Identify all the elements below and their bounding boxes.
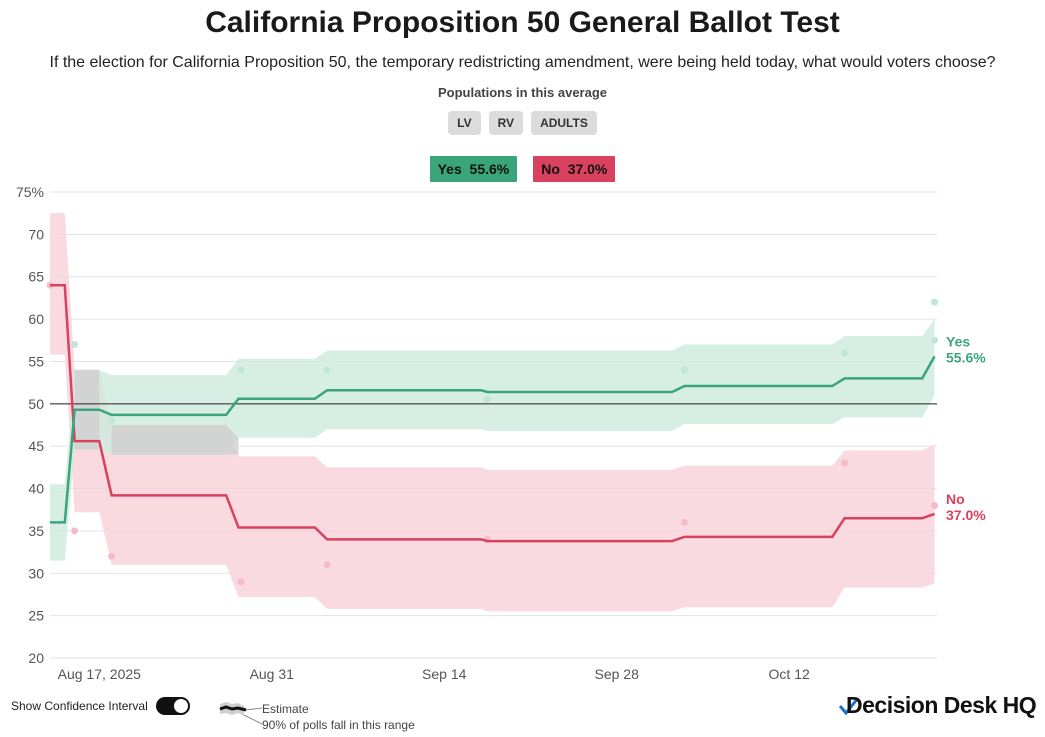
y-tick-label: 55 <box>28 353 44 369</box>
range-key-label: 90% of polls fall in this range <box>262 718 415 732</box>
estimate-key-label: Estimate <box>262 702 309 716</box>
yes-poll-point <box>841 349 848 356</box>
no-poll-point <box>841 460 848 467</box>
yes-poll-point <box>324 366 331 373</box>
yes-poll-point <box>931 299 938 306</box>
y-tick-label: 40 <box>28 481 44 497</box>
y-tick-label: 35 <box>28 523 44 539</box>
decision-desk-hq-logo: Decision Desk HQ <box>838 692 1036 719</box>
yes-poll-point <box>108 417 115 424</box>
confidence-interval-control: Show Confidence Interval <box>11 697 190 715</box>
yes-poll-point <box>931 337 938 344</box>
no-poll-point <box>324 561 331 568</box>
chart-subtitle: If the election for California Propositi… <box>0 54 1045 72</box>
confidence-interval-label: Show Confidence Interval <box>11 699 148 713</box>
population-filter: LV RV ADULTS <box>0 111 1045 135</box>
y-tick-label: 20 <box>28 650 44 666</box>
logo-text: Decision Desk HQ <box>846 692 1036 719</box>
no-poll-point <box>237 578 244 585</box>
x-tick-label: Aug 17, 2025 <box>58 666 142 682</box>
chart-title: California Proposition 50 General Ballot… <box>0 6 1045 40</box>
legend-no-name: No <box>541 161 560 177</box>
no-poll-point <box>71 527 78 534</box>
y-tick-label: 30 <box>28 565 44 581</box>
no-end-label-name: No <box>946 491 965 507</box>
no-end-label-value: 37.0% <box>946 507 986 523</box>
band-overlap-region <box>112 425 239 455</box>
estimate-key-icon <box>216 698 262 734</box>
chart-key: Estimate 90% of polls fall in this range <box>216 698 456 734</box>
y-tick-label: 75% <box>16 184 44 200</box>
confidence-interval-toggle[interactable] <box>156 697 190 715</box>
x-tick-label: Sep 28 <box>595 666 640 682</box>
toggle-knob <box>174 699 188 713</box>
yes-poll-point <box>237 366 244 373</box>
yes-end-label-name: Yes <box>946 333 970 349</box>
populations-label: Populations in this average <box>0 85 1045 100</box>
population-adults-button[interactable]: ADULTS <box>531 111 597 135</box>
yes-poll-point <box>484 396 491 403</box>
legend-no-value: 37.0% <box>568 161 608 177</box>
yes-poll-point <box>71 341 78 348</box>
population-lv-button[interactable]: LV <box>448 111 480 135</box>
x-tick-label: Sep 14 <box>422 666 467 682</box>
no-poll-point <box>108 553 115 560</box>
y-tick-label: 65 <box>28 269 44 285</box>
polling-average-chart: 20 25 30 35 40 45 50 55 60 65 70 75% Aug 17, 2025 Aug… <box>0 178 1045 690</box>
y-tick-label: 70 <box>28 226 44 242</box>
yes-poll-point <box>681 366 688 373</box>
y-tick-label: 60 <box>28 311 44 327</box>
population-rv-button[interactable]: RV <box>489 111 523 135</box>
yes-end-label-value: 55.6% <box>946 349 986 365</box>
y-tick-label: 25 <box>28 608 44 624</box>
no-poll-point <box>681 519 688 526</box>
legend-yes-name: Yes <box>438 161 462 177</box>
legend-yes-value: 55.6% <box>470 161 510 177</box>
y-tick-label: 45 <box>28 438 44 454</box>
no-poll-point <box>931 502 938 509</box>
y-tick-label: 50 <box>28 396 44 412</box>
x-tick-label: Oct 12 <box>769 666 810 682</box>
x-tick-label: Aug 31 <box>250 666 295 682</box>
